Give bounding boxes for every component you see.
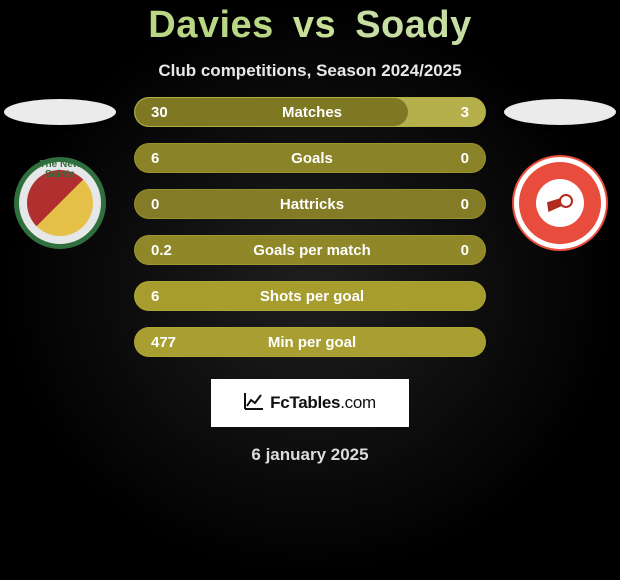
brand-name: FcTables [270, 393, 340, 412]
attribution-box: FcTables.com [211, 379, 409, 427]
stat-label: Goals per match [195, 242, 429, 259]
chart-icon [244, 392, 264, 415]
stat-label: Min per goal [195, 334, 429, 351]
stats-bars: 30Matches36Goals00Hattricks00.2Goals per… [118, 97, 502, 357]
stat-bar-goals: 6Goals0 [134, 143, 486, 173]
versus-text: vs [285, 4, 344, 46]
player2-name: Soady [355, 4, 472, 46]
subtitle: Club competitions, Season 2024/2025 [158, 61, 461, 81]
team1-badge: The NewSaints [14, 157, 106, 249]
stat-label: Matches [195, 104, 429, 121]
stat-value-left: 6 [135, 288, 195, 305]
stat-bar-shots-per-goal: 6Shots per goal [134, 281, 486, 311]
stat-value-right: 3 [429, 104, 485, 121]
stat-value-right: 0 [429, 242, 485, 259]
right-side [502, 97, 618, 249]
stat-value-right: 0 [429, 196, 485, 213]
stat-value-left: 6 [135, 150, 195, 167]
player1-plate [4, 99, 116, 125]
stat-bar-min-per-goal: 477Min per goal [134, 327, 486, 357]
infographic-root: Davies vs Soady Club competitions, Seaso… [0, 0, 620, 580]
brand-domain: .com [340, 393, 376, 412]
stat-label: Hattricks [195, 196, 429, 213]
content-row: The NewSaints 30Matches36Goals00Hattrick… [0, 97, 620, 357]
stat-bar-goals-per-match: 0.2Goals per match0 [134, 235, 486, 265]
stat-value-right: 0 [429, 150, 485, 167]
brand-text: FcTables.com [270, 393, 376, 413]
footer-date: 6 january 2025 [251, 445, 368, 465]
left-side: The NewSaints [2, 97, 118, 249]
stat-value-left: 477 [135, 334, 195, 351]
page-title: Davies vs Soady [148, 4, 472, 47]
stat-value-left: 30 [135, 104, 195, 121]
archer-icon [545, 188, 575, 218]
stat-bar-matches: 30Matches3 [134, 97, 486, 127]
player2-plate [504, 99, 616, 125]
stat-value-left: 0 [135, 196, 195, 213]
player1-name: Davies [148, 4, 274, 46]
team1-badge-caption: The NewSaints [19, 160, 101, 180]
stat-bar-hattricks: 0Hattricks0 [134, 189, 486, 219]
stat-value-left: 0.2 [135, 242, 195, 259]
team2-badge [514, 157, 606, 249]
stat-label: Shots per goal [195, 288, 429, 305]
stat-label: Goals [195, 150, 429, 167]
